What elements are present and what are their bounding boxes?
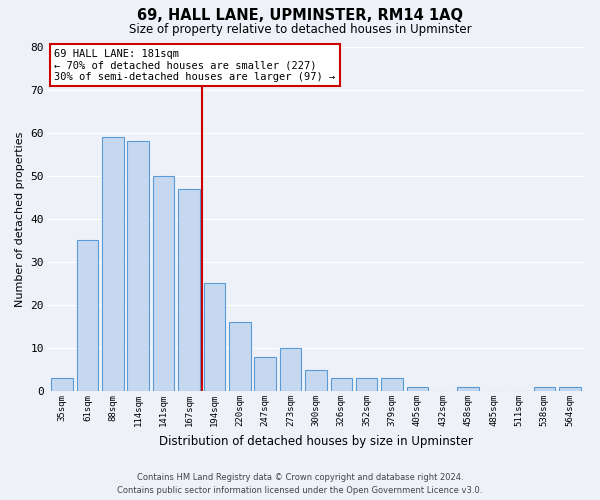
Bar xyxy=(77,240,98,391)
Bar xyxy=(178,188,200,391)
Bar xyxy=(127,142,149,391)
Bar xyxy=(229,322,251,391)
Bar xyxy=(457,387,479,391)
Text: Size of property relative to detached houses in Upminster: Size of property relative to detached ho… xyxy=(128,22,472,36)
Bar xyxy=(51,378,73,391)
X-axis label: Distribution of detached houses by size in Upminster: Distribution of detached houses by size … xyxy=(159,434,473,448)
Text: 69, HALL LANE, UPMINSTER, RM14 1AQ: 69, HALL LANE, UPMINSTER, RM14 1AQ xyxy=(137,8,463,22)
Bar xyxy=(203,284,225,391)
Text: Contains HM Land Registry data © Crown copyright and database right 2024.
Contai: Contains HM Land Registry data © Crown c… xyxy=(118,473,482,495)
Bar xyxy=(102,137,124,391)
Bar xyxy=(153,176,175,391)
Bar xyxy=(254,356,276,391)
Bar xyxy=(356,378,377,391)
Bar xyxy=(533,387,555,391)
Y-axis label: Number of detached properties: Number of detached properties xyxy=(15,131,25,306)
Bar xyxy=(280,348,301,391)
Bar xyxy=(331,378,352,391)
Bar xyxy=(559,387,581,391)
Bar xyxy=(407,387,428,391)
Bar xyxy=(381,378,403,391)
Bar xyxy=(305,370,327,391)
Text: 69 HALL LANE: 181sqm
← 70% of detached houses are smaller (227)
30% of semi-deta: 69 HALL LANE: 181sqm ← 70% of detached h… xyxy=(55,48,335,82)
